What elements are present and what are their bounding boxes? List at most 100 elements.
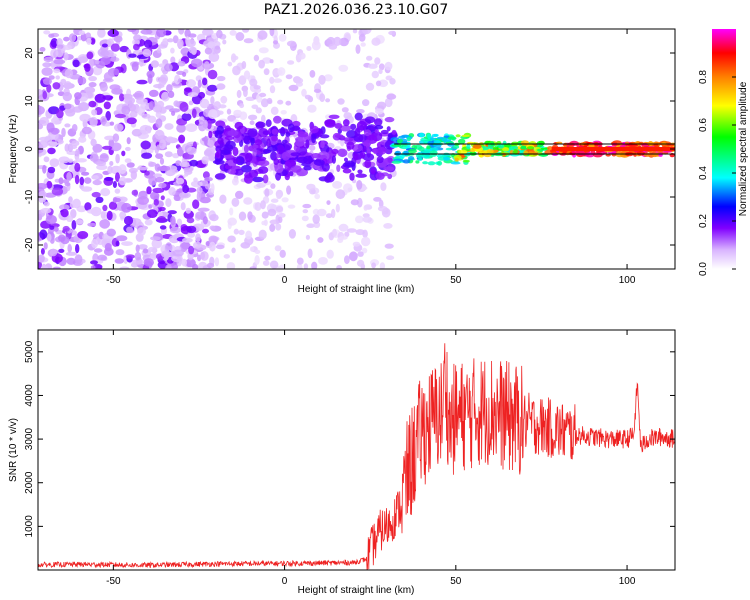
heatmap-cell: [53, 68, 61, 74]
heatmap-cell: [247, 128, 258, 138]
heatmap-cell: [356, 109, 365, 114]
heatmap-cell: [378, 63, 385, 71]
heatmap-cell: [408, 148, 417, 154]
heatmap-cell: [252, 148, 258, 157]
heatmap-cell: [182, 184, 190, 194]
heatmap-cell: [402, 159, 411, 164]
heatmap-cell: [240, 165, 252, 173]
heatmap-cell: [204, 47, 213, 55]
heatmap-cell: [74, 174, 80, 185]
heatmap-cell: [266, 145, 278, 152]
heatmap-cell: [56, 44, 64, 50]
heatmap-cell: [233, 168, 244, 176]
heatmap-cell: [147, 74, 153, 84]
heatmap-cell: [270, 106, 279, 116]
heatmap-cell: [436, 136, 444, 140]
heatmap-cell: [363, 129, 372, 137]
heatmap-cell: [87, 222, 97, 227]
heatmap-cell: [181, 143, 192, 153]
heatmap-cell: [458, 138, 466, 145]
heatmap-cell: [204, 177, 213, 182]
heatmap-cell: [157, 216, 166, 223]
heatmap-cell: [79, 113, 91, 123]
heatmap-cell: [46, 180, 53, 189]
heatmap-cell: [100, 116, 108, 125]
heatmap-cell: [46, 122, 55, 133]
heatmap-cell: [270, 183, 276, 189]
heatmap-cell: [349, 172, 355, 181]
heatmap-cell: [576, 150, 586, 156]
heatmap-cell: [306, 223, 315, 228]
heatmap-cell: [418, 146, 425, 152]
heatmap-cell: [262, 260, 270, 266]
heatmap-cell: [362, 216, 373, 223]
heatmap-cell: [426, 145, 431, 150]
heatmap-cell: [427, 140, 434, 146]
spectrogram-x-tick-label: 0: [282, 275, 288, 286]
heatmap-cell: [130, 170, 137, 180]
heatmap-cell: [113, 68, 120, 76]
heatmap-cell: [311, 40, 321, 51]
heatmap-cell: [65, 109, 76, 117]
heatmap-cell: [128, 53, 137, 58]
spectrogram-y-tick-label: 20: [24, 47, 35, 59]
heatmap-cell: [363, 139, 372, 147]
heatmap-cell: [454, 157, 459, 162]
spectrogram-y-tick-label: -10: [24, 189, 35, 204]
heatmap-cell: [216, 125, 224, 135]
heatmap-cell: [264, 255, 271, 261]
heatmap-cell: [388, 30, 396, 36]
heatmap-cell: [74, 92, 82, 100]
heatmap-cell: [207, 84, 218, 92]
heatmap-cell: [344, 157, 348, 162]
heatmap-cell: [126, 137, 131, 145]
snr-y-tick-label: 2000: [24, 471, 35, 494]
heatmap-cell: [95, 161, 107, 167]
heatmap-cell: [357, 169, 363, 174]
heatmap-cell: [186, 79, 196, 88]
snr-ticks: -50 0 50 100 1000 2000 3000 4000 5000: [24, 330, 675, 587]
heatmap-cell: [374, 118, 383, 127]
heatmap-cell: [362, 99, 370, 107]
heatmap-cell: [208, 109, 218, 120]
heatmap-cell: [121, 105, 131, 115]
heatmap-cell: [265, 119, 272, 127]
heatmap-cell: [137, 227, 146, 236]
heatmap-cell: [179, 192, 191, 199]
heatmap-cell: [433, 140, 441, 144]
heatmap-cell: [170, 261, 179, 269]
heatmap-cell: [100, 188, 111, 197]
heatmap-cell: [207, 69, 218, 80]
heatmap-cell: [305, 234, 310, 240]
heatmap-cell: [352, 241, 361, 247]
heatmap-cell: [148, 204, 153, 209]
heatmap-cell: [136, 79, 148, 85]
heatmap-cell: [466, 144, 471, 150]
heatmap-cell: [470, 147, 476, 153]
heatmap-cell: [47, 166, 56, 174]
heatmap-cell: [182, 237, 193, 243]
heatmap-cell: [176, 177, 185, 185]
heatmap-cell: [227, 217, 237, 226]
heatmap-cell: [301, 88, 307, 97]
heatmap-cell: [170, 47, 175, 54]
heatmap-cell: [66, 171, 72, 182]
heatmap-cell: [95, 59, 100, 65]
heatmap-cell: [343, 119, 350, 127]
heatmap-cell: [373, 197, 382, 202]
heatmap-cell: [235, 32, 245, 41]
heatmap-cell: [165, 242, 172, 250]
heatmap-cell: [383, 223, 393, 229]
heatmap-cell: [364, 116, 376, 124]
heatmap-cell: [258, 229, 267, 240]
heatmap-cell: [110, 142, 122, 152]
heatmap-cell: [231, 177, 239, 186]
heatmap-cell: [255, 121, 266, 128]
heatmap-cell: [42, 90, 48, 100]
heatmap-cell: [69, 201, 76, 209]
heatmap-cell: [443, 156, 451, 161]
heatmap-cell: [342, 168, 352, 174]
heatmap-cell: [391, 144, 402, 147]
heatmap-cell: [46, 83, 52, 93]
heatmap-cell: [391, 129, 397, 135]
